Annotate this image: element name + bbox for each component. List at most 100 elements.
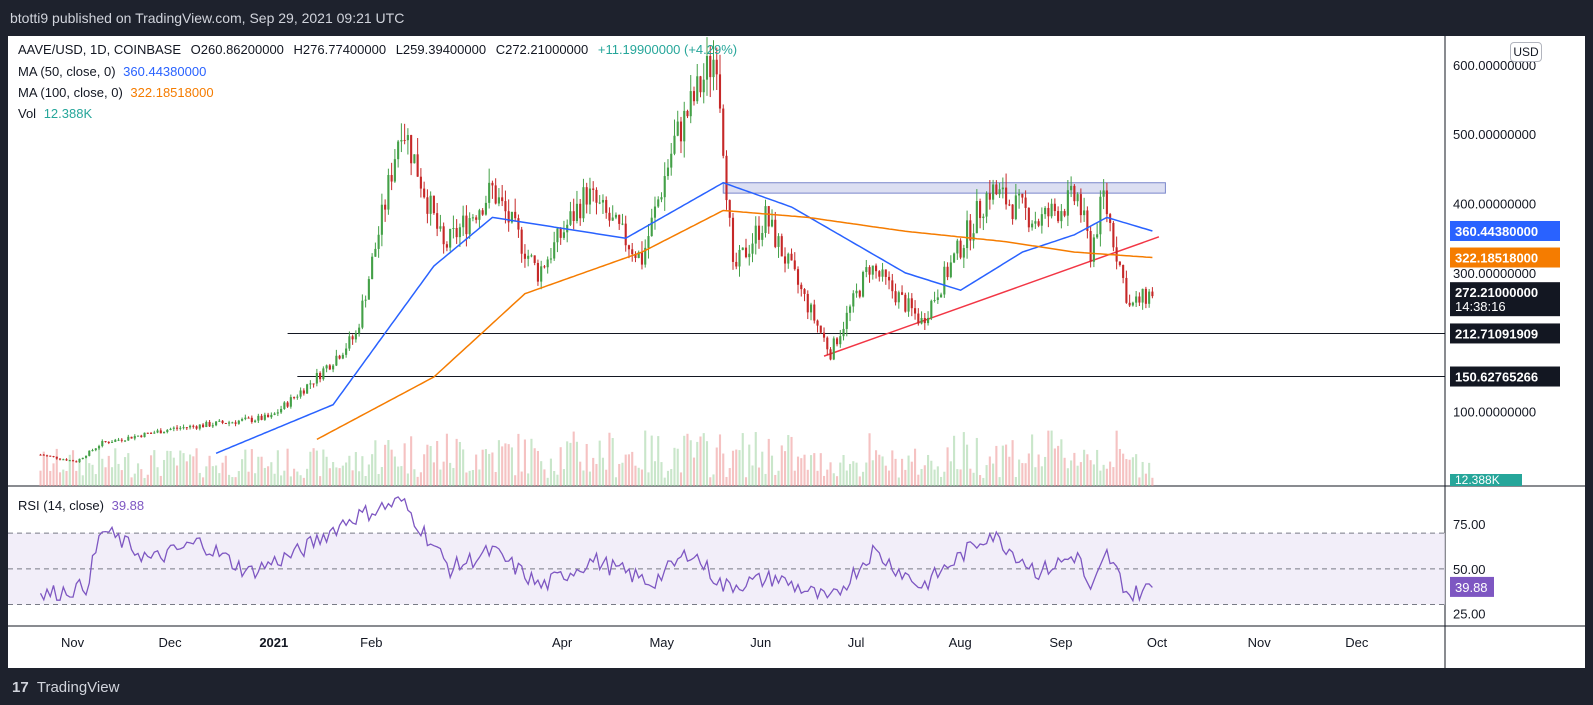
time-axis-label: Jun xyxy=(750,635,771,650)
volume-bar xyxy=(783,451,787,486)
volume-bar xyxy=(462,449,465,486)
volume-bar xyxy=(276,450,279,486)
candle-body xyxy=(605,199,608,213)
candle-body xyxy=(809,304,813,313)
candle-body xyxy=(218,420,221,422)
volume-bar xyxy=(263,467,266,486)
volume-bar xyxy=(247,471,250,486)
volume-bar xyxy=(185,461,188,486)
volume-bar xyxy=(1083,449,1086,486)
candle-body xyxy=(439,226,442,229)
candle-body xyxy=(1125,277,1128,303)
volume-bar xyxy=(884,465,887,486)
volume-bar xyxy=(1092,464,1095,486)
volume-bar xyxy=(471,470,474,486)
volume-bar xyxy=(228,474,231,486)
low-value: L259.39400000 xyxy=(395,42,487,57)
volume-bar xyxy=(832,473,835,486)
candle-body xyxy=(1105,190,1108,215)
candle-body xyxy=(959,240,962,258)
candle-body xyxy=(143,432,146,438)
volume-bar xyxy=(917,474,920,486)
ohlc-legend: AAVE/USD, 1D, COINBASE O260.86200000 H27… xyxy=(18,42,737,57)
candle-body xyxy=(312,383,315,385)
candle-body xyxy=(306,384,309,394)
candle-body xyxy=(757,225,761,240)
volume-bar xyxy=(91,464,94,486)
volume-bar xyxy=(585,443,588,486)
candle-body xyxy=(228,422,231,424)
chart-canvas[interactable]: 600.00000000500.00000000400.00000000300.… xyxy=(8,36,1585,668)
volume-bar xyxy=(923,465,926,486)
volume-bar xyxy=(595,463,598,486)
volume-bar xyxy=(871,460,874,486)
candle-body xyxy=(1151,291,1154,297)
candle-body xyxy=(1014,195,1017,220)
volume-bar xyxy=(819,453,822,486)
candle-body xyxy=(335,355,338,366)
rsi-band xyxy=(8,533,1445,605)
time-axis-label: Dec xyxy=(1345,635,1369,650)
volume-bar xyxy=(1144,473,1147,486)
candle-body xyxy=(1050,203,1053,217)
volume-bar xyxy=(1148,462,1151,486)
candle-body xyxy=(296,396,299,398)
candle-body xyxy=(488,182,491,203)
volume-bar xyxy=(712,474,715,486)
candle-body xyxy=(429,195,432,214)
candle-body xyxy=(920,317,923,324)
volume-bar xyxy=(936,466,939,486)
volume-bar xyxy=(449,462,452,486)
volume-bar xyxy=(478,469,481,486)
candle-body xyxy=(601,199,605,203)
candle-body xyxy=(169,428,172,430)
candle-body xyxy=(709,55,712,78)
ma50-value: 360.44380000 xyxy=(123,64,207,79)
candle-body xyxy=(65,459,68,461)
volume-bar xyxy=(1118,448,1121,486)
volume-bar xyxy=(1151,477,1154,486)
candle-body xyxy=(533,255,536,263)
volume-bar xyxy=(566,441,569,486)
candle-body xyxy=(192,425,195,427)
candle-body xyxy=(894,291,897,303)
volume-bar xyxy=(367,464,370,486)
candle-body xyxy=(1044,207,1047,215)
volume-bar xyxy=(130,477,133,486)
volume-bar xyxy=(94,474,97,486)
volume-bar xyxy=(556,474,559,486)
candle-body xyxy=(462,215,465,228)
volume-bar xyxy=(364,475,367,486)
currency-badge[interactable]: USD xyxy=(1510,42,1542,62)
candle-body xyxy=(510,211,513,223)
volume-bar xyxy=(354,452,357,486)
candle-body xyxy=(397,141,400,160)
volume-bar xyxy=(777,470,780,486)
chart-frame[interactable]: 600.00000000 500.00000000 400.00000000 300.… xyxy=(8,36,1585,668)
candle-body xyxy=(540,266,543,282)
candle-body xyxy=(104,441,107,443)
close-value: C272.21000000 xyxy=(495,42,589,57)
candle-body xyxy=(91,450,94,452)
volume-bar xyxy=(452,467,455,486)
volume-bar xyxy=(208,455,211,486)
candle-body xyxy=(689,91,692,117)
volume-bar xyxy=(835,476,839,486)
volume-bar xyxy=(679,472,683,486)
volume-bar xyxy=(839,462,842,486)
candle-body xyxy=(842,328,845,337)
volume-bar xyxy=(296,471,299,486)
candle-body xyxy=(627,245,631,250)
candle-body xyxy=(949,262,952,278)
volume-bar xyxy=(361,456,364,486)
candle-body xyxy=(361,300,364,328)
volume-bar xyxy=(705,441,709,486)
volume-bar xyxy=(670,469,673,486)
volume-bar xyxy=(322,449,325,486)
volume-bar xyxy=(842,455,845,486)
volume-bar xyxy=(1112,467,1115,486)
candle-body xyxy=(452,228,455,230)
price-label-box xyxy=(1450,282,1560,317)
candle-body xyxy=(569,211,572,225)
candle-body xyxy=(741,247,744,250)
